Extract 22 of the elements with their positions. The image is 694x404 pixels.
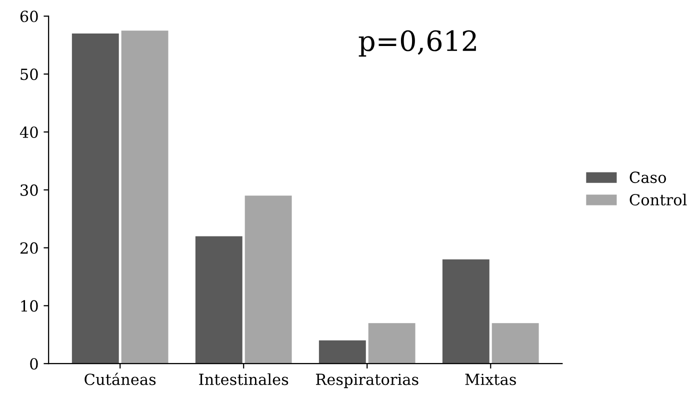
y-tick-label: 20 <box>20 242 38 254</box>
bar <box>318 340 366 364</box>
bar <box>492 323 539 364</box>
y-tick-label: 60 <box>20 10 38 22</box>
bar <box>121 30 168 364</box>
bar <box>244 196 292 364</box>
x-tick-label: Mixtas <box>465 374 516 386</box>
bar <box>195 236 242 364</box>
x-tick-label: Respiratorias <box>316 374 418 388</box>
legend-label: Control <box>630 194 687 206</box>
y-tick-label: 50 <box>20 68 38 80</box>
y-tick-label: 30 <box>20 184 38 196</box>
x-tick-label: Cutáneas <box>84 372 156 386</box>
y-tick-label: 10 <box>21 300 38 312</box>
x-tick-label: Intestinales <box>199 373 288 386</box>
bar <box>442 259 490 364</box>
y-tick-label: 40 <box>20 126 38 138</box>
legend-label: Caso <box>630 172 666 184</box>
y-tick-label: 0 <box>30 358 38 370</box>
annotation: p=0,612 <box>358 30 476 57</box>
bar <box>368 323 416 364</box>
bar <box>72 34 119 364</box>
